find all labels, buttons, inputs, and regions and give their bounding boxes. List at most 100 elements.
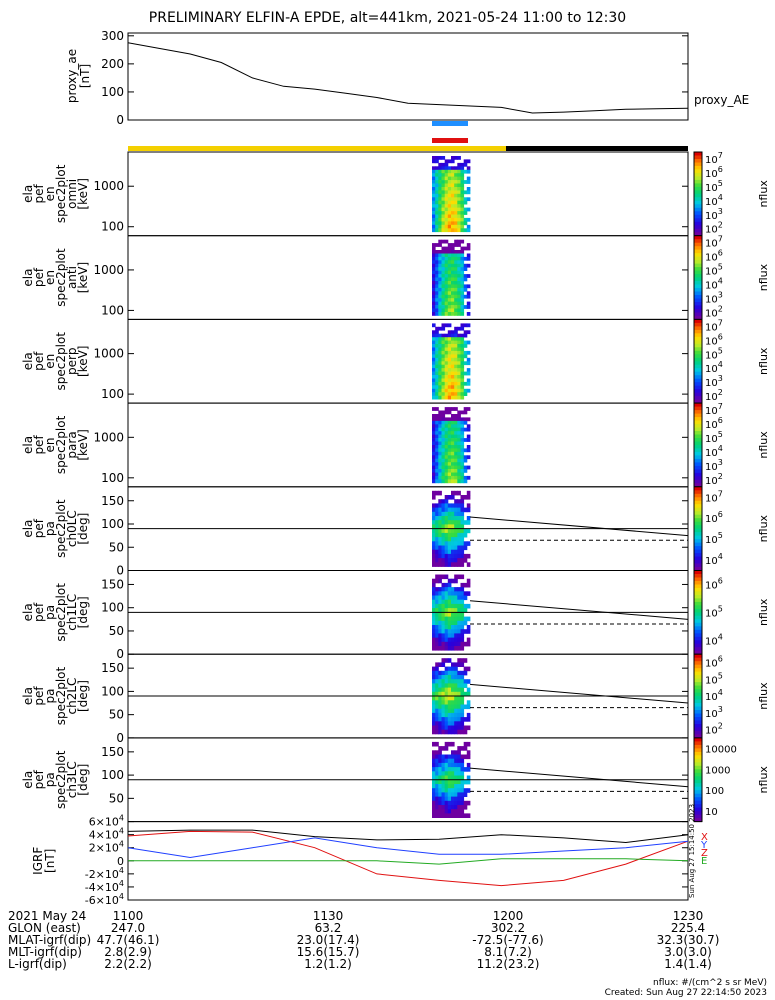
- pa-ch0-cell: [444, 549, 449, 555]
- pa-ch1-cell: [438, 595, 442, 601]
- pa-ch1-ylabel: ch1LC: [65, 594, 79, 631]
- spec-para-cell: [466, 475, 471, 480]
- spec-para-cell: [463, 407, 468, 411]
- pa-ch2-cell: [432, 712, 436, 718]
- spec-omni-cell: [432, 193, 436, 198]
- pa-ch3-cell: [460, 775, 465, 781]
- pa-ch1-cell: [454, 612, 458, 617]
- spec-perp-cell: [438, 381, 442, 386]
- pa-ch3-cell: [451, 805, 455, 810]
- spec-para-cell: [432, 438, 436, 442]
- pa-ch3-ylabel: ela: [21, 771, 35, 789]
- spec-perp-cell: [457, 333, 461, 338]
- spec-anti-cell: [447, 260, 452, 265]
- spec-anti-cell: [432, 298, 436, 302]
- pa-ch0-cell: [460, 532, 465, 538]
- spec-para-cell: [460, 427, 465, 432]
- spec-omni-cell: [447, 190, 452, 195]
- spec-omni-cell: [466, 224, 471, 229]
- spec-perp-cell: [444, 344, 449, 348]
- pa-ch0-cell: [447, 520, 452, 525]
- spec-perp-cell: [444, 375, 449, 379]
- pa-ch0-cell: [451, 507, 455, 513]
- spec-omni-cell: [454, 228, 458, 233]
- spec-omni-cell: [460, 204, 465, 208]
- pa-ch3-tick-label: 150: [101, 745, 124, 759]
- spec-omni-cell: [451, 224, 455, 229]
- spec-omni-cell: [435, 221, 439, 226]
- pa-ch0-cell: [447, 507, 452, 513]
- igrf-ylabel: [nT]: [43, 849, 57, 873]
- spec-perp-cell: [454, 357, 458, 362]
- spec-anti-cell: [432, 253, 436, 258]
- ephem-row-label: MLT-igrf(dip): [8, 945, 82, 959]
- spec-para-cell: [432, 441, 436, 446]
- pa-ch0-cell: [432, 541, 436, 546]
- pa-ch0-cell: [457, 499, 461, 504]
- spec-para-cell: [454, 455, 458, 460]
- spec-perp-cell: [435, 361, 439, 366]
- pa-ch0-cell: [466, 503, 471, 508]
- spec-anti-cell: [466, 256, 471, 261]
- spec-anti-cell: [466, 253, 471, 258]
- spec-para-cell: [438, 410, 442, 415]
- spec-para-cell: [463, 479, 468, 484]
- spec-omni-cell: [447, 173, 452, 177]
- spec-para-cell: [441, 451, 446, 456]
- spec-omni-cell: [447, 159, 452, 164]
- pa-ch0-cell: [460, 558, 465, 563]
- pa-ch3-tick-label: 100: [101, 768, 124, 782]
- pa-ch0-cell: [466, 553, 471, 559]
- pa-ch0-colorbar-cell: [694, 521, 702, 526]
- spec-anti-colorbar-cell: [694, 239, 702, 244]
- spec-anti-cell: [460, 291, 465, 296]
- pa-ch0-cell: [432, 528, 436, 534]
- spec-anti-cell: [457, 287, 461, 292]
- pa-ch0-cell: [441, 503, 446, 508]
- pa-ch2-cell: [447, 704, 452, 710]
- spec-omni-cell: [457, 197, 461, 202]
- spec-perp-cell: [432, 395, 436, 400]
- pa-ch3-cell: [441, 809, 446, 814]
- pa-ch1-cell: [466, 578, 471, 584]
- spec-para-cell: [444, 462, 449, 466]
- pa-ch2-colorbar-cell: [694, 720, 702, 725]
- spec-omni-cell: [463, 190, 468, 195]
- pa-ch3-cell: [438, 792, 442, 797]
- pa-ch0-cell: [460, 503, 465, 508]
- spec-anti-cell: [447, 263, 452, 268]
- pa-ch0-cell: [435, 503, 439, 508]
- pa-ch1-cell: [454, 637, 458, 643]
- spec-para-cell: [463, 448, 468, 453]
- pa-ch3-cell: [457, 792, 461, 797]
- pa-ch2-cell: [454, 679, 458, 684]
- pa-ch1-cell: [454, 633, 458, 638]
- spec-anti-colorbar-cell: [694, 260, 702, 265]
- spec-para-cell: [435, 458, 439, 463]
- pa-ch3-colorbar-cell: [694, 776, 702, 781]
- pa-ch1-cell: [451, 612, 455, 617]
- spec-anti-cell: [432, 246, 436, 251]
- spec-para-cell: [460, 462, 465, 466]
- spec-perp-cell: [438, 388, 442, 393]
- pa-ch1-colorbar-label: nflux: [757, 598, 770, 626]
- spec-para-cell: [435, 479, 439, 484]
- spec-para-cell: [438, 420, 442, 425]
- pa-ch2-cell: [438, 729, 442, 735]
- pa-ch1-cell: [466, 641, 471, 647]
- spec-para-cell: [438, 448, 442, 453]
- spec-perp-cell: [457, 350, 461, 355]
- pa-ch2-cell: [451, 679, 455, 684]
- pa-ch2-cell: [447, 670, 452, 676]
- pa-ch3-cell: [451, 784, 455, 789]
- pa-ch3-cell: [444, 788, 449, 793]
- pa-ch1-cell: [447, 603, 452, 609]
- pa-ch3-cell: [438, 809, 442, 814]
- spec-para-cell: [454, 407, 458, 411]
- spec-perp-cell: [457, 375, 461, 379]
- spec-omni-colorbar-cell: [694, 193, 702, 198]
- pa-ch2-cell: [447, 725, 452, 731]
- pa-ch2-cell: [444, 666, 449, 672]
- pa-ch2-cell: [463, 729, 468, 735]
- spec-perp-cell: [435, 395, 439, 400]
